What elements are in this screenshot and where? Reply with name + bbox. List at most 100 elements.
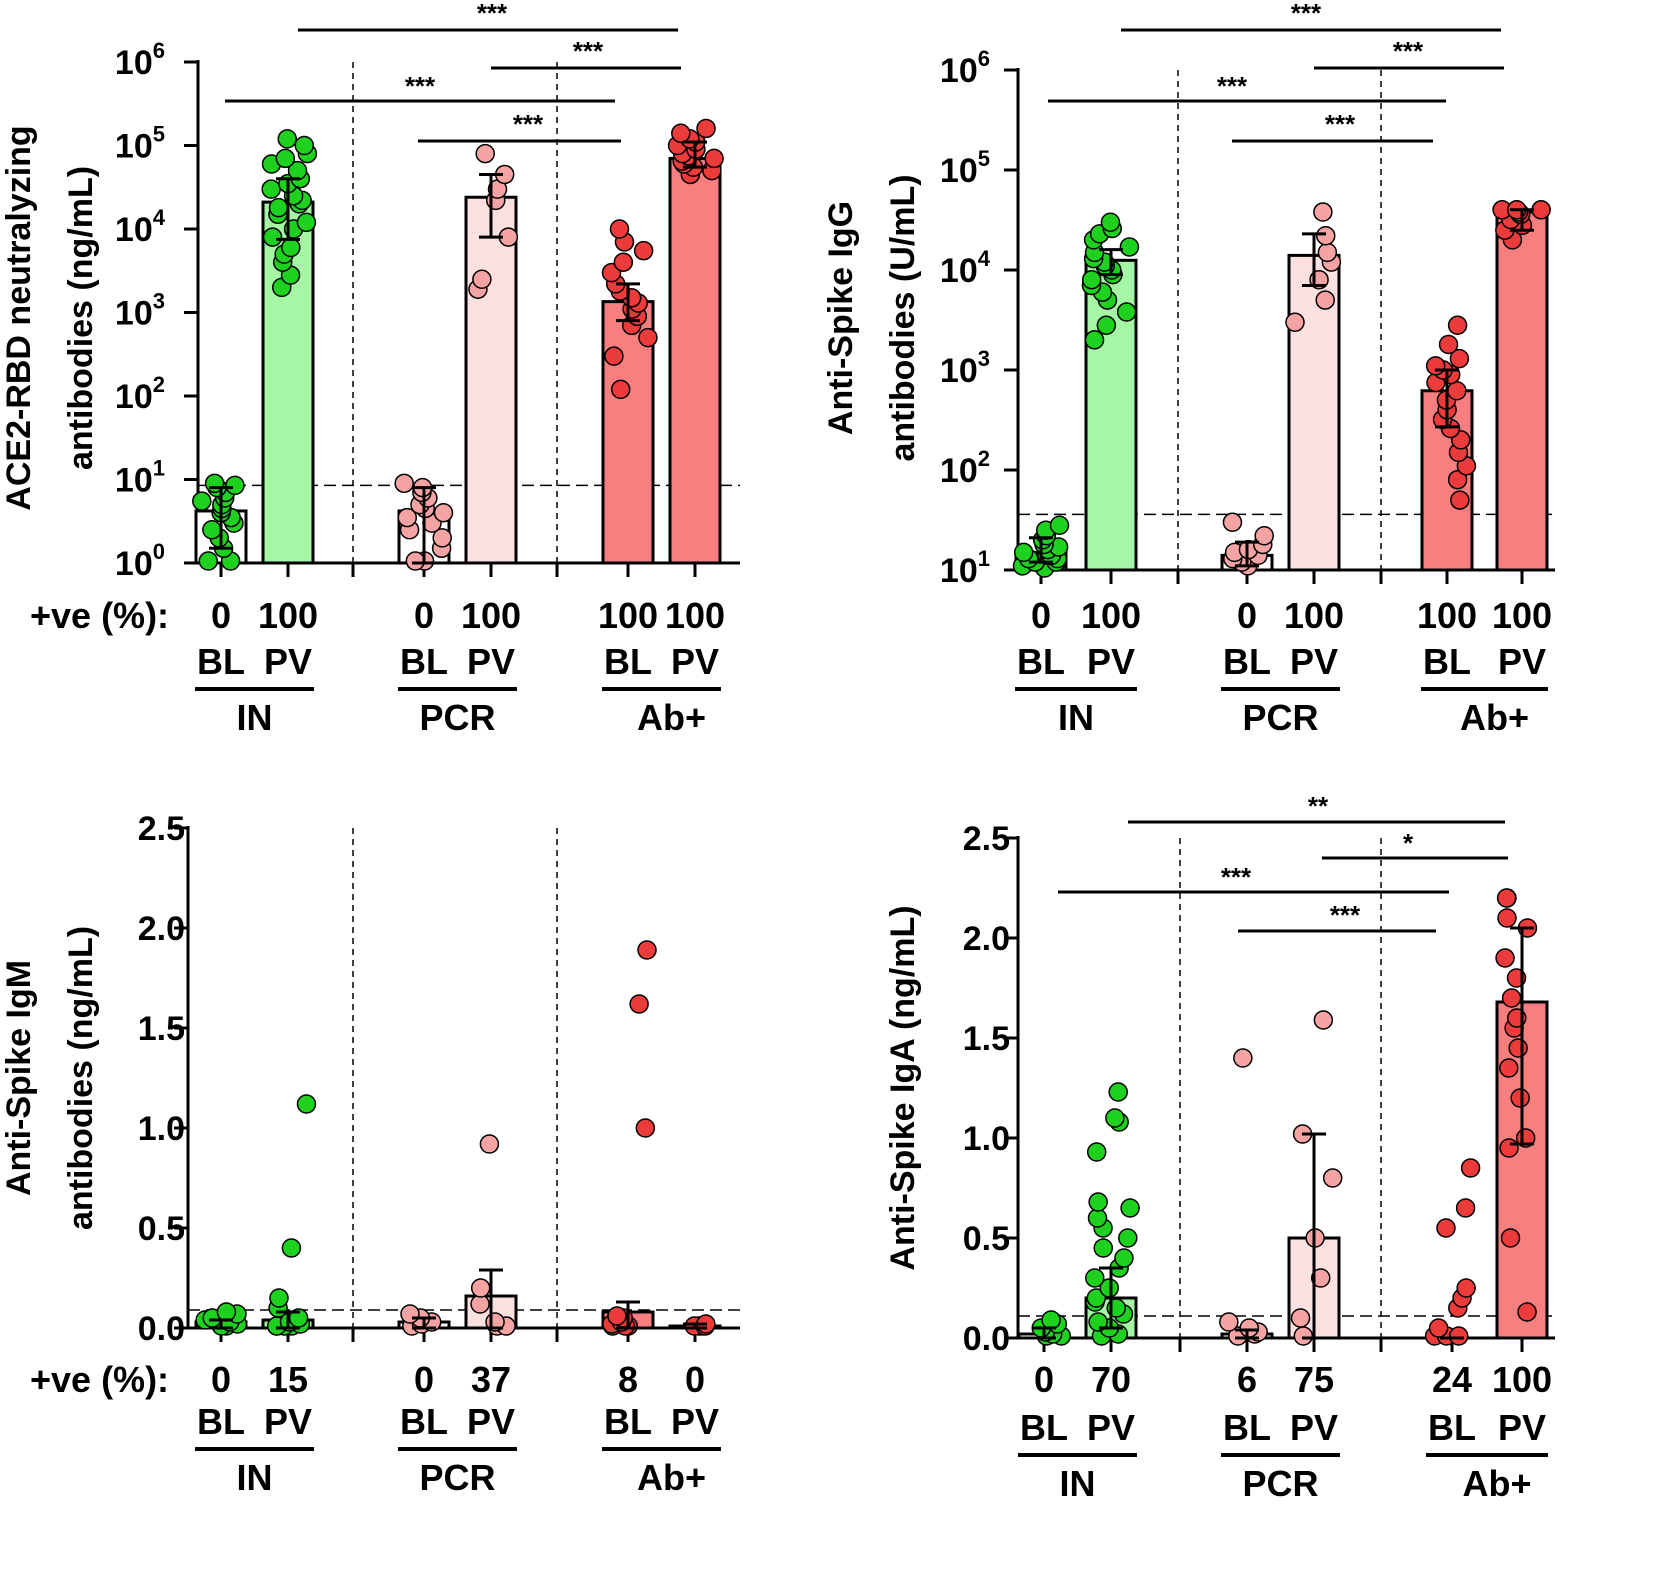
y-axis-title: antibodies (ng/mL) (62, 926, 100, 1230)
data-point (281, 237, 301, 258)
bar (464, 195, 518, 565)
data-point (1315, 290, 1335, 310)
group-label: Ab+ (1462, 1463, 1531, 1504)
data-point (475, 143, 495, 164)
bar-group-PCR-PV (1287, 1010, 1343, 1346)
data-point (1081, 269, 1102, 290)
data-point (1088, 1192, 1108, 1212)
data-point (613, 252, 634, 272)
timepoint-label: BL (1223, 1407, 1271, 1448)
data-point (1510, 1088, 1530, 1108)
data-point (1084, 330, 1105, 350)
data-point (1447, 315, 1468, 336)
y-tick-label: 105 (115, 122, 165, 166)
data-point (1499, 1138, 1519, 1158)
data-point (225, 475, 245, 496)
data-point (1428, 1318, 1449, 1338)
timepoint-label: BL (400, 641, 448, 682)
timepoint-label: BL (1017, 641, 1065, 682)
timepoint-label: PV (671, 1401, 719, 1442)
data-point (1449, 348, 1470, 369)
positive-percent-label: 37 (471, 1359, 511, 1400)
bar-group-PCR-BL (1219, 1048, 1274, 1346)
timepoint-label: PV (264, 1401, 312, 1442)
data-point (1093, 1238, 1114, 1258)
data-point (1501, 988, 1522, 1008)
data-point (1317, 242, 1338, 263)
data-point (1254, 526, 1274, 546)
positive-percent-label: 0 (211, 1359, 231, 1400)
data-point (1499, 1058, 1519, 1078)
data-point (1497, 908, 1517, 928)
data-point (1310, 1268, 1331, 1288)
data-point (1447, 469, 1468, 490)
bar-group-PCR-BL (394, 473, 454, 571)
y-tick-label: 106 (940, 46, 990, 90)
significance-label: *** (1325, 109, 1356, 139)
data-point (1114, 1248, 1134, 1268)
data-point (1085, 1268, 1105, 1288)
data-point (1315, 226, 1336, 246)
positive-percent-label: 0 (1031, 595, 1051, 636)
significance-label: *** (1221, 862, 1252, 892)
significance-label: *** (1217, 71, 1248, 101)
y-tick-label: 105 (940, 146, 990, 190)
data-point (629, 994, 649, 1014)
data-point (1517, 1302, 1537, 1322)
y-tick-label: 1.5 (138, 1010, 185, 1048)
data-point (1450, 490, 1470, 510)
bar-group-IN-BL (1017, 1310, 1072, 1346)
timepoint-label: BL (604, 1401, 652, 1442)
timepoint-label: PV (1290, 1407, 1338, 1448)
positive-percent-label: 6 (1237, 1359, 1257, 1400)
timepoint-label: PV (1087, 1407, 1135, 1448)
positive-percent-label: 100 (1284, 595, 1344, 636)
significance-label: *** (513, 109, 544, 139)
group-label: PCR (1242, 697, 1318, 738)
group-label: Ab+ (637, 697, 706, 738)
group-label: PCR (419, 697, 495, 738)
data-point (262, 227, 283, 247)
data-point (433, 502, 454, 523)
y-tick-label: 101 (115, 456, 165, 500)
y-tick-label: 2.5 (138, 810, 185, 848)
timepoint-label: PV (467, 641, 515, 682)
data-point (261, 179, 281, 199)
y-tick-label: 101 (940, 546, 990, 590)
data-point (1456, 1278, 1476, 1298)
y-tick-label: 1.0 (138, 1110, 185, 1148)
timepoint-label: PV (1087, 641, 1135, 682)
positive-percent-label: 100 (1492, 1359, 1552, 1400)
bar-group-Ab+-BL (1420, 315, 1477, 572)
data-point (1293, 1326, 1314, 1346)
significance-label: *** (1393, 36, 1424, 66)
data-point (1313, 202, 1333, 222)
chart-panel-bottom-left: 0.00.51.01.52.02.50BL15PV0BL37PV8BL0PVIN… (0, 810, 740, 1498)
bar-group-PCR-BL (1220, 512, 1274, 576)
data-point (1099, 1278, 1119, 1298)
data-point (275, 148, 296, 169)
data-point (1460, 1158, 1481, 1178)
y-axis-title: antibodies (ng/mL) (62, 166, 100, 470)
data-point (1495, 948, 1515, 968)
data-point (405, 551, 426, 571)
positive-percent-label: 75 (1294, 1359, 1334, 1400)
data-point (268, 197, 289, 218)
y-tick-label: 0.5 (963, 1220, 1010, 1258)
positive-percent-label: 8 (618, 1359, 638, 1400)
data-point (1322, 1168, 1343, 1188)
data-point (637, 940, 657, 960)
positive-percent-label: 0 (414, 1359, 434, 1400)
data-point (294, 135, 315, 156)
data-point (671, 123, 691, 144)
bar-group-IN-PV (261, 129, 318, 565)
bar-group-IN-BL (1012, 515, 1070, 578)
y-tick-label: 1.5 (963, 1020, 1010, 1058)
data-point (192, 491, 212, 511)
data-point (1531, 200, 1551, 220)
data-point (1448, 1326, 1469, 1346)
bar-group-IN-BL (194, 1302, 248, 1336)
bar-group-IN-PV (1084, 1082, 1140, 1346)
bar-group-IN-BL (192, 473, 248, 571)
